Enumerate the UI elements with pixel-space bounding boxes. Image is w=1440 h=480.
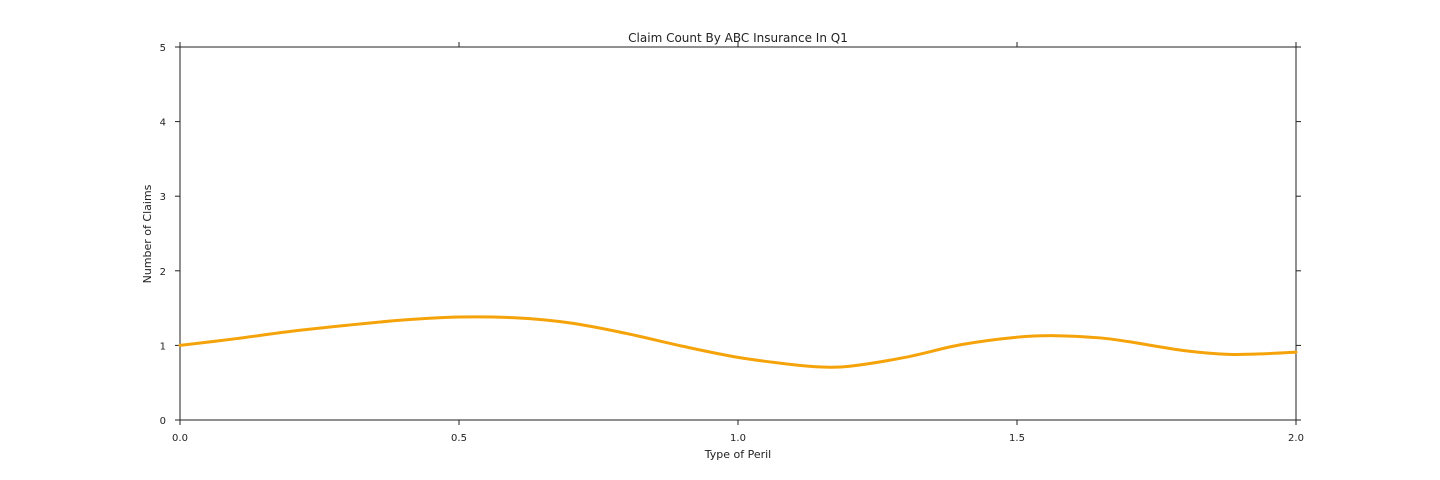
y-tick-label: 0 — [160, 416, 166, 427]
plot-frame — [179, 46, 1297, 421]
y-tick-label: 1 — [160, 341, 166, 352]
x-tick-label: 0.5 — [451, 433, 467, 444]
chart-title: Claim Count By ABC Insurance In Q1 — [628, 31, 848, 45]
x-tick-label: 1.0 — [730, 433, 746, 444]
plot-area: 0.0 0.5 1.0 1.5 2.0 0 1 2 3 4 5 — [160, 42, 1304, 444]
y-tick-label: 5 — [160, 43, 166, 54]
y-tick-label: 4 — [160, 118, 166, 129]
y-axis-label: Number of Claims — [141, 184, 154, 283]
x-tick-label: 0.0 — [172, 433, 188, 444]
x-axis-label: Type of Peril — [704, 448, 772, 461]
y-tick-label: 2 — [160, 267, 166, 278]
x-tick-label: 1.5 — [1009, 433, 1025, 444]
x-tick-label: 2.0 — [1288, 433, 1304, 444]
series-line — [178, 315, 1298, 369]
y-tick-label: 3 — [160, 192, 166, 203]
